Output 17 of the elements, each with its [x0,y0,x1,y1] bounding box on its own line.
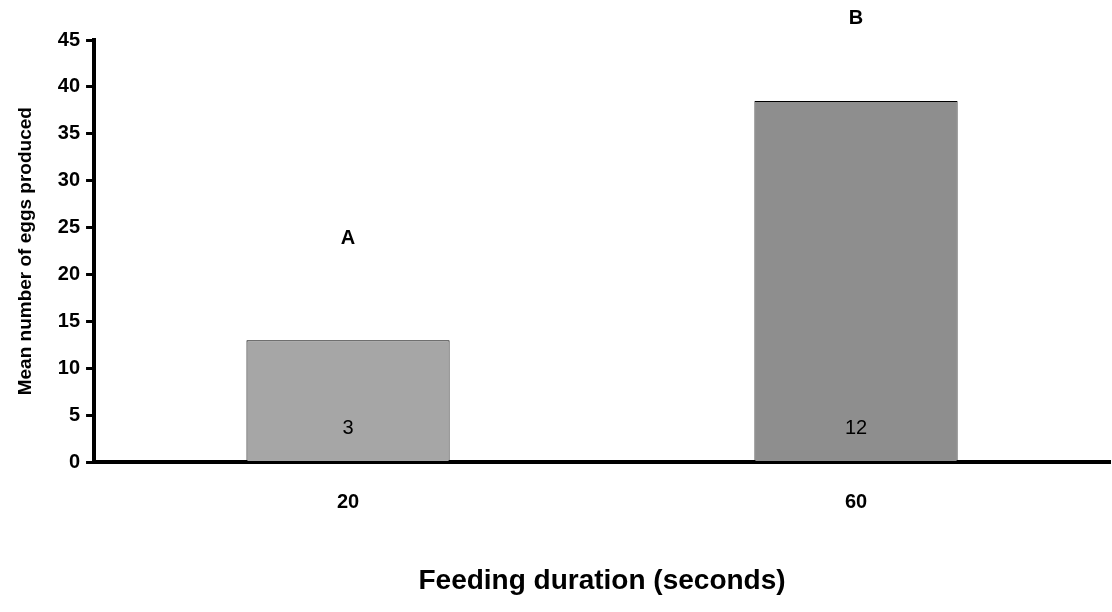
y-tick-label: 35 [57,121,81,144]
y-tick-label: 5 [68,402,81,425]
text: B [848,6,864,29]
y-tick-label: 40 [57,74,81,97]
annotation: 12 [844,416,868,439]
y-tick-label: 30 [57,168,81,191]
annotation: A [340,226,356,249]
y-tick-label: 20 [57,262,81,285]
y-tick-label: 45 [57,27,81,50]
annotation: 3 [342,416,354,439]
y-axis-title: Mean number of eggs produced [13,107,35,396]
x-tick-label: 60 [844,489,868,512]
y-tick-label: 25 [57,215,81,238]
y-tick-label: 0 [68,449,81,472]
y-tick-label: 10 [57,356,81,379]
x-axis-title: Feeding duration (seconds) [418,563,786,595]
y-tick-label: 15 [57,309,81,332]
